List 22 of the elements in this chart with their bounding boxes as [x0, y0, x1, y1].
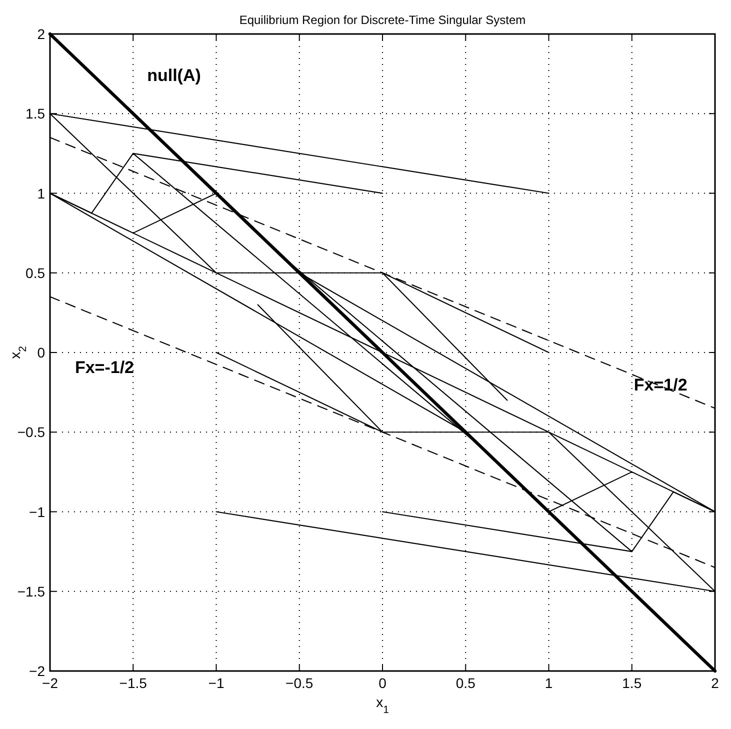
x-tick-label: 1 [544, 675, 553, 691]
x-axis-title: x$_{1}$ [376, 694, 390, 716]
x-tick-label: 2 [711, 675, 720, 691]
x-tick-label: 0 [378, 675, 387, 691]
x-tick-label: −1.5 [119, 675, 148, 691]
x-tick-label: 1.5 [622, 675, 642, 691]
y-tick-label: −2 [29, 663, 46, 679]
chart-title: Equilibrium Region for Discrete-Time Singular System [239, 13, 526, 27]
series-label: null(A) [147, 66, 201, 86]
y-tick-label: −0.5 [17, 424, 46, 440]
y-tick-label: −1.5 [17, 583, 46, 600]
y-tick-label: −1 [29, 504, 46, 520]
y-tick-label: 2 [37, 26, 46, 42]
y-tick-label: 1.5 [26, 106, 46, 122]
y-tick-label: 0.5 [26, 264, 46, 281]
series-label: Fx=1/2 [634, 375, 688, 394]
y-tick-label: 1 [37, 185, 46, 202]
series-label: Fx=-1/2 [74, 358, 134, 377]
x-tick-label: 0.5 [456, 675, 476, 691]
x-tick-label: −0.5 [286, 675, 314, 691]
x-tick-label: −1 [208, 675, 224, 691]
y-tick-label: 0 [37, 344, 46, 360]
